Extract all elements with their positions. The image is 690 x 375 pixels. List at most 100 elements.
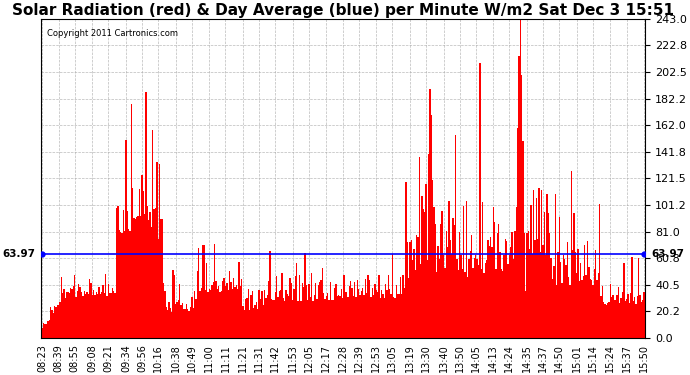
Bar bbox=[464, 272, 466, 338]
Bar bbox=[537, 239, 538, 338]
Bar bbox=[583, 276, 584, 338]
Bar bbox=[533, 190, 534, 338]
Bar bbox=[327, 293, 328, 338]
Bar bbox=[598, 273, 599, 338]
Bar bbox=[47, 321, 48, 338]
Bar bbox=[82, 296, 83, 338]
Bar bbox=[384, 298, 385, 338]
Bar bbox=[116, 208, 117, 338]
Bar bbox=[211, 285, 213, 338]
Bar bbox=[380, 298, 381, 338]
Bar bbox=[157, 239, 159, 338]
Bar bbox=[202, 245, 204, 338]
Bar bbox=[121, 233, 123, 338]
Bar bbox=[613, 300, 615, 338]
Bar bbox=[514, 231, 515, 338]
Bar bbox=[436, 272, 437, 338]
Bar bbox=[629, 303, 630, 338]
Bar bbox=[643, 292, 644, 338]
Bar bbox=[578, 249, 579, 338]
Bar bbox=[588, 267, 589, 338]
Bar bbox=[112, 288, 113, 338]
Bar bbox=[124, 231, 126, 338]
Bar bbox=[526, 233, 528, 338]
Bar bbox=[561, 283, 562, 338]
Bar bbox=[42, 328, 43, 338]
Bar bbox=[83, 291, 85, 338]
Bar bbox=[411, 240, 412, 338]
Bar bbox=[233, 279, 234, 338]
Bar bbox=[425, 184, 426, 338]
Bar bbox=[582, 280, 583, 338]
Bar bbox=[513, 259, 514, 338]
Bar bbox=[395, 298, 396, 338]
Bar bbox=[269, 251, 270, 338]
Bar bbox=[314, 295, 315, 338]
Bar bbox=[423, 209, 424, 338]
Bar bbox=[576, 273, 578, 338]
Bar bbox=[237, 290, 238, 338]
Bar bbox=[260, 299, 261, 338]
Bar bbox=[462, 269, 463, 338]
Bar bbox=[119, 230, 120, 338]
Bar bbox=[622, 292, 623, 338]
Bar bbox=[446, 231, 447, 338]
Bar bbox=[306, 285, 307, 338]
Bar bbox=[123, 210, 124, 338]
Bar bbox=[517, 128, 518, 338]
Bar bbox=[505, 239, 506, 338]
Bar bbox=[101, 292, 102, 338]
Bar bbox=[95, 295, 96, 338]
Bar bbox=[268, 280, 269, 338]
Bar bbox=[175, 304, 177, 338]
Bar bbox=[463, 206, 464, 338]
Bar bbox=[386, 290, 388, 338]
Bar bbox=[153, 209, 155, 338]
Bar bbox=[609, 302, 610, 338]
Bar bbox=[163, 283, 164, 338]
Bar bbox=[400, 277, 401, 338]
Bar bbox=[266, 295, 268, 338]
Bar bbox=[591, 279, 592, 338]
Bar bbox=[66, 292, 68, 338]
Bar bbox=[324, 299, 326, 338]
Bar bbox=[106, 297, 108, 338]
Bar bbox=[148, 220, 150, 338]
Bar bbox=[286, 290, 287, 338]
Bar bbox=[330, 282, 331, 338]
Bar bbox=[141, 176, 143, 338]
Bar bbox=[246, 298, 248, 338]
Bar bbox=[500, 252, 501, 338]
Bar bbox=[593, 269, 595, 338]
Bar bbox=[222, 281, 224, 338]
Bar bbox=[528, 231, 529, 338]
Bar bbox=[531, 204, 532, 338]
Bar bbox=[415, 270, 416, 338]
Bar bbox=[439, 259, 440, 338]
Bar bbox=[388, 275, 389, 338]
Bar bbox=[369, 280, 370, 338]
Bar bbox=[143, 191, 144, 338]
Bar bbox=[460, 255, 462, 338]
Bar bbox=[137, 216, 139, 338]
Bar bbox=[215, 281, 217, 338]
Bar bbox=[404, 288, 405, 338]
Bar bbox=[422, 196, 423, 338]
Bar bbox=[580, 264, 582, 338]
Bar bbox=[265, 298, 266, 338]
Bar bbox=[534, 240, 535, 338]
Bar bbox=[276, 276, 277, 338]
Bar bbox=[412, 260, 413, 338]
Bar bbox=[611, 297, 613, 338]
Bar bbox=[549, 233, 551, 338]
Bar bbox=[489, 246, 490, 338]
Bar bbox=[299, 275, 300, 338]
Bar bbox=[443, 255, 444, 338]
Bar bbox=[58, 305, 59, 338]
Bar bbox=[190, 307, 191, 338]
Bar bbox=[482, 202, 483, 338]
Bar bbox=[210, 290, 211, 338]
Bar bbox=[584, 245, 586, 338]
Bar bbox=[504, 255, 505, 338]
Bar bbox=[164, 291, 166, 338]
